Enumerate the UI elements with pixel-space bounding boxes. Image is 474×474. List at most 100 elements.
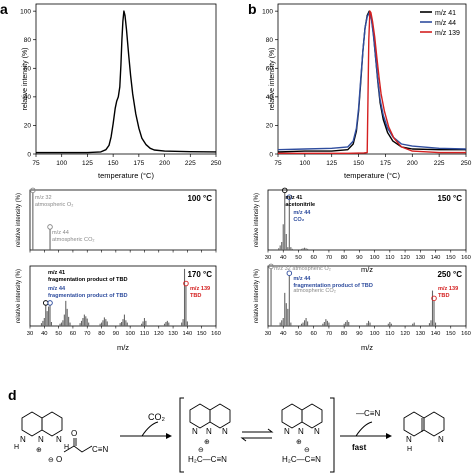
x-tick-label: 160 (461, 255, 471, 261)
annotation-marker-mz-32 (268, 263, 274, 270)
x-tick-label: 100 (299, 160, 310, 167)
annotation-title: m/z 44 (48, 286, 66, 292)
tbd-structure (403, 411, 445, 437)
panel-letter-a: a (0, 1, 8, 17)
series-line-m-z-139 (278, 10, 466, 154)
x-tick-label: 160 (461, 331, 471, 337)
annotation-title: m/z 44 (52, 230, 69, 236)
x-tick-label: 130 (168, 331, 178, 337)
y-tick-label: 80 (266, 37, 274, 44)
scheme-cn-label: —C≡N (356, 409, 380, 418)
x-tick-label: 110 (140, 331, 149, 337)
x-axis-label: m/z (117, 343, 129, 352)
scheme-carbanion-1: H₂C—C≡N (188, 455, 227, 464)
x-tick-label: 100 (370, 255, 380, 261)
y-tick-label: 100 (20, 8, 31, 15)
y-axis-label: relative intensity (%) (254, 269, 260, 323)
x-tick-label: 110 (385, 331, 394, 337)
y-axis-label: relative intensity (%) (22, 47, 29, 110)
scheme-nplus-2: N (206, 427, 212, 436)
equilibrium-arrows (240, 428, 274, 442)
scheme-nplus-3: N (298, 427, 304, 436)
x-tick-label: 140 (183, 331, 193, 337)
annotation-marker-mz-32 (30, 187, 36, 194)
x-tick-label: 70 (326, 255, 332, 261)
x-tick-label: 150 (446, 331, 456, 337)
x-tick-label: 175 (380, 160, 391, 167)
scheme-n-tbd-right: N (438, 435, 444, 444)
scheme-plus-3: ⊕ (296, 439, 302, 446)
legend-label: m/z 41 (435, 10, 456, 17)
x-axis-label: temperature (°C) (344, 171, 400, 180)
legend-label: m/z 44 (435, 20, 456, 27)
y-axis-label: relative intensity (%) (269, 47, 276, 110)
x-tick-label: 200 (159, 160, 170, 167)
y-axis-label: relative intensity (%) (16, 269, 22, 323)
temperature-label: 170 °C (187, 270, 212, 279)
scheme-n-left-2: N (192, 427, 198, 436)
x-tick-label: 90 (356, 331, 362, 337)
x-tick-label: 90 (113, 331, 119, 337)
x-tick-label: 60 (310, 255, 316, 261)
scheme-bracket-right (330, 397, 335, 473)
x-tick-label: 100 (125, 331, 135, 337)
annotation-marker-mz-139 (183, 280, 189, 287)
x-axis-label: m/z (361, 343, 373, 352)
x-tick-label: 40 (280, 331, 286, 337)
x-tick-label: 250 (211, 160, 222, 167)
annotation-marker-mz-44 (286, 270, 293, 276)
x-tick-label: 175 (133, 160, 144, 167)
x-tick-label: 120 (154, 331, 164, 337)
x-tick-label: 75 (32, 160, 40, 167)
scheme-n-left: N (20, 435, 26, 444)
y-tick-label: 60 (266, 66, 274, 73)
x-tick-label: 140 (431, 331, 441, 337)
x-tick-label: 70 (84, 331, 90, 337)
x-tick-label: 40 (280, 255, 286, 261)
chart-ms-150c: 30 40 50 60 70 80 90 100 110 120 130 140 150 160 m/z re… (254, 187, 471, 274)
annotation-title: m/z 32 atmospheric O₂ (274, 266, 331, 272)
scheme-h-tbd: H (407, 446, 412, 453)
annotation-marker-mz-41 (282, 187, 288, 194)
annotation-desc: fragmentation product of TBD (48, 293, 128, 299)
annotation-desc: atmospheric O₂ (35, 202, 74, 208)
x-axis-label: m/z (361, 265, 373, 274)
x-tick-label: 120 (400, 331, 410, 337)
chart-b-mz-temperature-profiles: 75 100 125 150 175 200 225 250 0 20 40 60 80 100 tempe… (262, 3, 472, 180)
x-tick-label: 90 (356, 255, 362, 261)
annotation-desc: atmospheric CO₂ (293, 288, 336, 294)
y-tick-label: 40 (24, 94, 32, 101)
scheme-n-right-2: N (222, 427, 228, 436)
scheme-h-left: H (14, 444, 19, 451)
temperature-label: 100 °C (187, 194, 212, 203)
plot-frame (35, 3, 217, 155)
scheme-acetate-o2: O (71, 429, 77, 438)
scheme-n-left-3: N (284, 427, 290, 436)
scheme-minus-2: ⊖ (198, 447, 204, 454)
scheme-minus-3: ⊖ (304, 447, 310, 454)
annotation-title: m/z 41 (48, 270, 65, 276)
x-tick-label: 110 (385, 255, 394, 261)
scheme-carbanion-2: H₂C—C≡N (282, 455, 321, 464)
scheme-acetate-cn: C≡N (92, 445, 108, 454)
x-axis-label: temperature (°C) (98, 171, 154, 180)
annotation-marker-mz-44 (47, 300, 53, 306)
annotation-title: m/z 139 (438, 286, 458, 292)
x-tick-label: 225 (185, 160, 196, 167)
y-axis-label: relative intensity (%) (16, 193, 22, 247)
x-tick-label: 80 (341, 255, 347, 261)
x-tick-label: 100 (56, 160, 67, 167)
scheme-plus-2: ⊕ (204, 439, 210, 446)
x-tick-label: 250 (461, 160, 472, 167)
scheme-minus-1: ⊖ (48, 457, 54, 464)
x-tick-label: 100 (370, 331, 380, 337)
y-tick-label: 100 (262, 8, 273, 15)
plot-frame (277, 3, 467, 155)
plot-frame (267, 189, 467, 251)
panel-letter-d: d (8, 387, 17, 403)
scheme-h-right: H (64, 444, 69, 451)
scheme-n-tbd-left: N (406, 435, 412, 444)
x-tick-label: 125 (82, 160, 93, 167)
y-tick-label: 40 (266, 94, 274, 101)
x-tick-label: 80 (341, 331, 347, 337)
